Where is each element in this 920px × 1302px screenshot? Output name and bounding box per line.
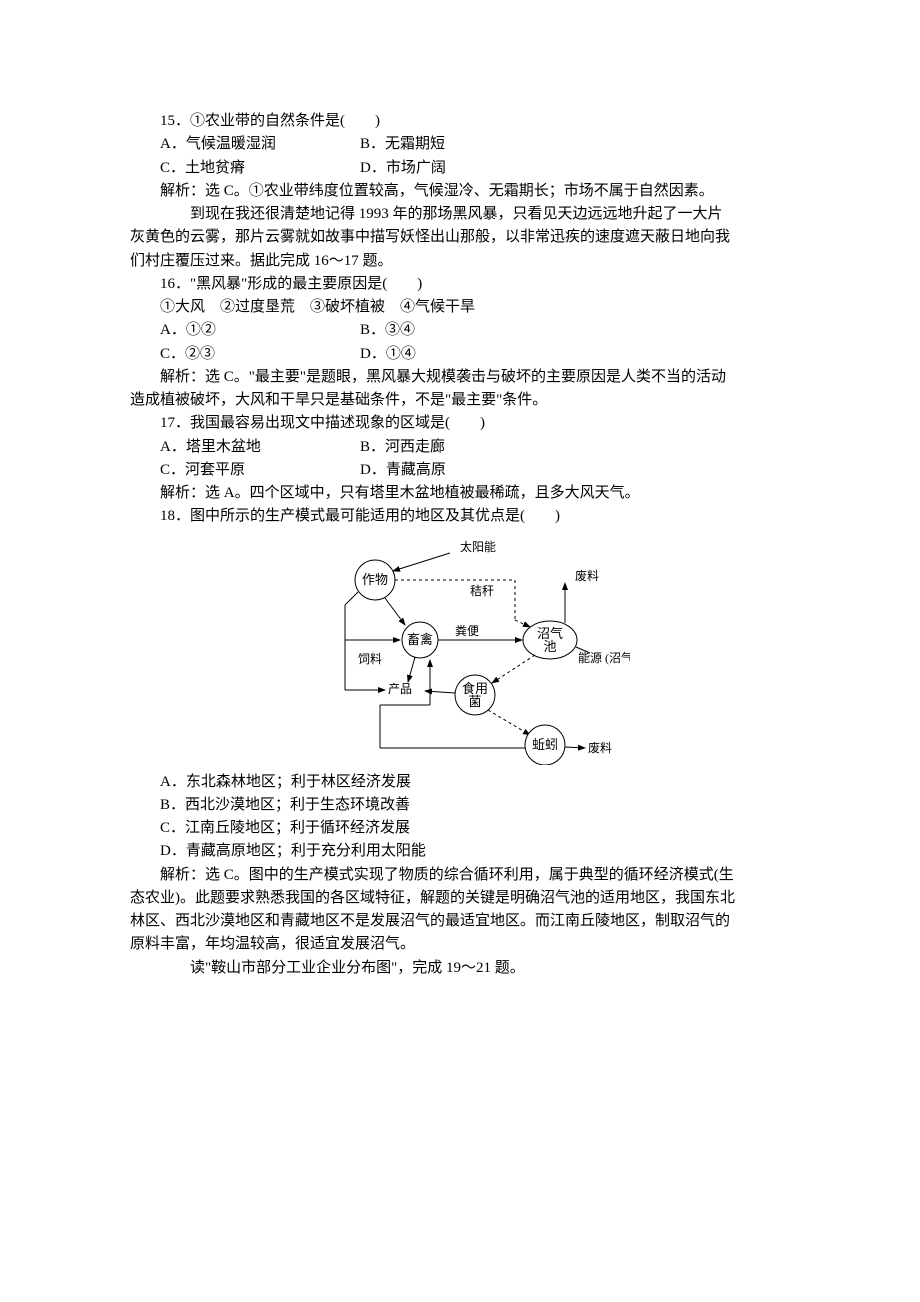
- q18-answer2: 态农业)。此题要求熟悉我国的各区域特征，解题的关键是明确沼气池的适用地区，我国东…: [130, 887, 790, 910]
- q16-answer2: 造成植被破坏，大风和干旱只是基础条件，不是"最主要"条件。: [130, 389, 790, 412]
- q15-opt-d: D．市场广阔: [360, 157, 446, 180]
- q15-opt-b: B．无霜期短: [360, 133, 445, 156]
- passage1-line3: 们村庄覆压过来。据此完成 16～17 题。: [130, 250, 790, 273]
- q16-row-ab: A．①② B．③④: [130, 319, 790, 342]
- q16-opt-b: B．③④: [360, 319, 415, 342]
- edge-fungus-worm: [488, 710, 530, 735]
- q15-row-cd: C．土地贫瘠 D．市场广阔: [130, 157, 790, 180]
- q15-answer: 解析：选 C。①农业带纬度位置较高，气候湿冷、无霜期长；市场不属于自然因素。: [130, 180, 790, 203]
- edge-sun-crop: [393, 553, 450, 571]
- passage1-line1: 到现在我还很清楚地记得 1993 年的那场黑风暴，只看见天边远远地升起了一大片: [130, 203, 790, 226]
- q16-row-cd: C．②③ D．①④: [130, 343, 790, 366]
- edge-biogas-fungus: [492, 655, 535, 683]
- q17-row-ab: A．塔里木盆地 B．河西走廊: [130, 436, 790, 459]
- q18-answer1: 解析：选 C。图中的生产模式实现了物质的综合循环利用，属于典型的循环经济模式(生: [130, 864, 790, 887]
- q17-opt-d: D．青藏高原: [360, 459, 446, 482]
- edge-worm-waste2: [565, 747, 585, 748]
- q18-opt-c: C．江南丘陵地区；利于循环经济发展: [130, 817, 790, 840]
- edge-crop-l1: [345, 592, 358, 605]
- q17-opt-c: C．河套平原: [160, 459, 360, 482]
- q17-stem: 17．我国最容易出现文中描述现象的区域是( ): [130, 412, 790, 435]
- q18-opt-d: D．青藏高原地区；利于充分利用太阳能: [130, 840, 790, 863]
- node-waste1: 废料: [575, 568, 599, 583]
- q18-answer3: 林区、西北沙漠地区和青藏地区不是发展沼气的最适宜地区。而江南丘陵地区，制取沼气的: [130, 910, 790, 933]
- q16-choices: ①大风 ②过度垦荒 ③破坏植被 ④气候干旱: [130, 296, 790, 319]
- passage2: 读"鞍山市部分工业企业分布图"，完成 19～21 题。: [130, 957, 790, 980]
- q17-answer: 解析：选 A。四个区域中，只有塔里木盆地植被最稀疏，且多大风天气。: [130, 482, 790, 505]
- q16-stem: 16．"黑风暴"形成的最主要原因是( ): [130, 273, 790, 296]
- edge-label-manure: 粪便: [455, 624, 479, 638]
- q15-stem: 15．①农业带的自然条件是( ): [130, 110, 790, 133]
- q18-stem: 18．图中所示的生产模式最可能适用的地区及其优点是( ): [130, 505, 790, 528]
- passage1-line2: 灰黄色的云雾，那片云雾就如故事中描写妖怪出山那般，以非常迅疾的速度遮天蔽日地向我: [130, 226, 790, 249]
- edge-label-straw: 秸秆: [470, 584, 494, 598]
- q18-opt-b: B．西北沙漠地区；利于生态环境改善: [130, 794, 790, 817]
- q15-row-ab: A．气候温暖湿润 B．无霜期短: [130, 133, 790, 156]
- q16-answer1: 解析：选 C。"最主要"是题眼，黑风暴大规模袭击与破坏的主要原因是人类不当的活动: [130, 366, 790, 389]
- q16-opt-c: C．②③: [160, 343, 360, 366]
- node-product: 产品: [388, 682, 412, 696]
- edge-crop-poultry: [385, 598, 405, 625]
- edge-poultry-product: [408, 657, 415, 682]
- page-content: 15．①农业带的自然条件是( ) A．气候温暖湿润 B．无霜期短 C．土地贫瘠 …: [0, 0, 920, 1180]
- node-sun: 太阳能: [460, 539, 496, 554]
- node-crop: 作物: [362, 571, 388, 586]
- q18-opt-a: A．东北森林地区；利于林区经济发展: [130, 771, 790, 794]
- edge-straw-biogas: [515, 620, 530, 627]
- node-energy: 能源 (沼气): [578, 650, 630, 665]
- node-fungus-l2: 菌: [468, 693, 481, 708]
- node-worm: 蚯蚓: [532, 736, 558, 751]
- node-poultry: 畜禽: [407, 631, 433, 646]
- node-biogas-l2: 池: [543, 638, 556, 653]
- edge-label-feed: 饲料: [358, 652, 382, 666]
- q15-opt-c: C．土地贫瘠: [160, 157, 360, 180]
- q15-opt-a: A．气候温暖湿润: [160, 133, 360, 156]
- q17-opt-a: A．塔里木盆地: [160, 436, 360, 459]
- production-mode-diagram: 太阳能 作物 秸秆 废料 饲料 畜禽: [290, 535, 630, 765]
- q17-opt-b: B．河西走廊: [360, 436, 445, 459]
- q16-opt-d: D．①④: [360, 343, 416, 366]
- q18-answer4: 原料丰富，年均温较高，很适宜发展沼气。: [130, 933, 790, 956]
- q17-row-cd: C．河套平原 D．青藏高原: [130, 459, 790, 482]
- q16-opt-a: A．①②: [160, 319, 360, 342]
- node-waste2: 废料: [588, 740, 612, 755]
